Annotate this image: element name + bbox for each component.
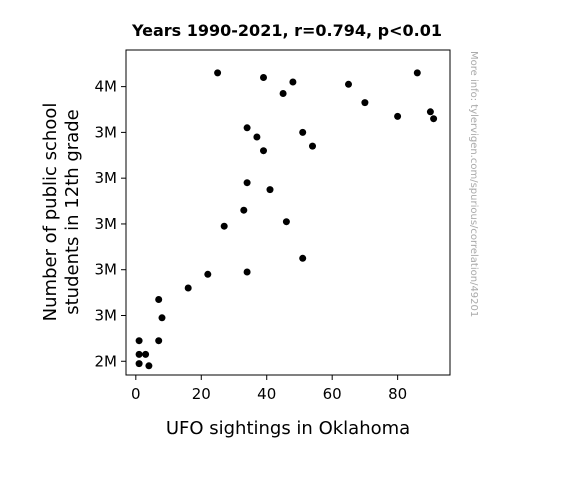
- data-point: [266, 186, 274, 194]
- plot-frame: [125, 49, 451, 376]
- x-tick-label: 60: [323, 385, 342, 403]
- data-point: [184, 284, 192, 292]
- x-tick-label: 0: [131, 385, 141, 403]
- y-axis-label-line-1: Number of public school: [40, 103, 61, 322]
- data-point: [240, 206, 248, 214]
- data-point: [279, 90, 287, 97]
- x-tick-label: 40: [257, 385, 276, 403]
- data-point: [243, 179, 251, 187]
- data-point: [204, 270, 212, 278]
- data-point: [142, 350, 150, 358]
- data-point: [394, 112, 402, 120]
- data-point: [361, 99, 369, 107]
- data-point: [299, 254, 307, 262]
- data-point: [260, 147, 267, 155]
- y-tick-label: 4M: [95, 78, 118, 96]
- data-point: [253, 133, 261, 141]
- x-tick-label: 20: [192, 385, 211, 403]
- data-point: [413, 69, 421, 77]
- x-axis-ticks: 0 20 40 60 80: [131, 375, 407, 403]
- data-point: [220, 222, 228, 230]
- data-point: [426, 108, 434, 116]
- data-point: [145, 362, 153, 370]
- x-axis-label: UFO sightings in Oklahoma: [166, 418, 410, 439]
- data-point: [282, 218, 290, 226]
- data-point: [135, 337, 143, 345]
- data-point: [155, 337, 163, 345]
- data-point: [243, 124, 251, 132]
- data-point: [289, 78, 297, 86]
- data-point: [345, 80, 352, 88]
- y-tick-label: 3M: [95, 306, 118, 324]
- data-point: [309, 142, 316, 150]
- y-tick-label: 3M: [95, 215, 118, 233]
- chart-title: Years 1990-2021, r=0.794, p<0.01: [131, 21, 442, 40]
- y-axis-label: Number of public school students in 12th…: [40, 103, 83, 322]
- data-point: [214, 69, 222, 77]
- data-point: [158, 314, 166, 322]
- plot-area: [135, 69, 438, 370]
- x-tick-label: 80: [388, 385, 407, 403]
- data-point: [135, 360, 143, 368]
- y-tick-label: 3M: [95, 261, 118, 279]
- y-axis-ticks: 2M 3M 3M 3M 3M 3M 4M: [95, 78, 126, 370]
- data-point: [243, 268, 251, 276]
- data-point: [430, 115, 438, 123]
- y-axis-label-line-2: students in 12th grade: [62, 109, 83, 315]
- data-point: [135, 350, 143, 358]
- data-point: [299, 128, 307, 136]
- y-tick-label: 2M: [95, 352, 118, 370]
- y-tick-label: 3M: [95, 123, 118, 141]
- data-point: [260, 74, 267, 81]
- y-tick-label: 3M: [95, 169, 118, 187]
- data-point: [155, 296, 163, 303]
- watermark-text: More info: tylervigen.com/spurious/corre…: [468, 51, 479, 317]
